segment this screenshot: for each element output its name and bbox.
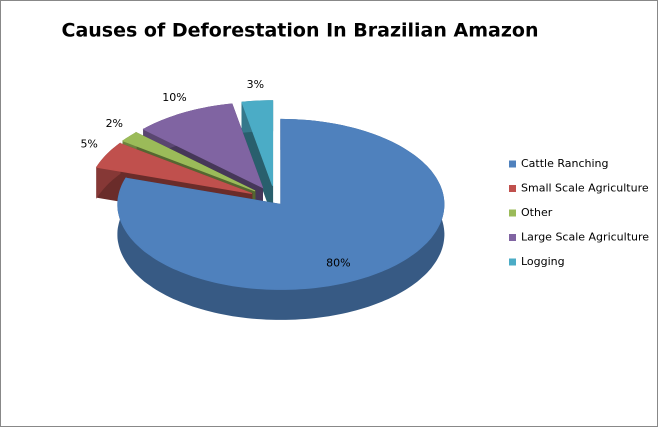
chart-title: Causes of Deforestation In Brazilian Ama…: [62, 20, 539, 42]
data-label: 10%: [162, 91, 186, 104]
slice-top: [95, 142, 253, 195]
legend-swatch: [509, 258, 516, 266]
slice-top: [241, 100, 274, 186]
legend-label: Cattle Ranching: [521, 157, 609, 170]
legend-swatch: [509, 209, 516, 217]
legend-swatch: [509, 160, 516, 168]
data-label: 5%: [80, 137, 97, 150]
legend-swatch: [509, 234, 516, 241]
legend-swatch: [509, 185, 516, 192]
data-label: 3%: [247, 78, 264, 91]
legend-label: Small Scale Agriculture: [521, 182, 649, 195]
slice-top: [117, 118, 445, 290]
slice-top: [142, 103, 264, 189]
legend-label: Other: [521, 206, 553, 219]
data-label: 2%: [106, 117, 123, 130]
pie-slice: [117, 118, 445, 320]
legend-label: Large Scale Agriculture: [521, 231, 649, 244]
slice-top: [122, 132, 256, 192]
data-label: 80%: [326, 257, 350, 270]
legend-label: Logging: [521, 255, 565, 268]
